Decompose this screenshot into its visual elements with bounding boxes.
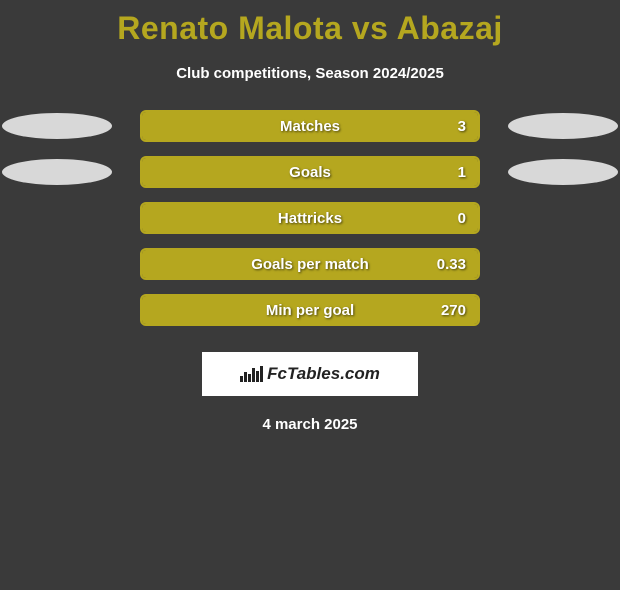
stat-bar-fill (142, 250, 478, 278)
stats-rows: Matches3 Goals1 Hattricks0 Goals per match0… (0, 110, 620, 326)
logo-box: FcTables.com (202, 352, 418, 396)
page-title: Renato Malota vs Abazaj (0, 10, 620, 47)
player-right-ellipse (508, 113, 618, 139)
stat-row: Min per goal270 (0, 294, 620, 326)
stat-row: Goals per match0.33 (0, 248, 620, 280)
player-right-ellipse (508, 159, 618, 185)
subtitle: Club competitions, Season 2024/2025 (0, 65, 620, 82)
player-left-ellipse (2, 113, 112, 139)
stat-bar-track (140, 248, 480, 280)
stat-bar-fill (142, 296, 478, 324)
stat-bar-fill (142, 112, 478, 140)
stat-bar-fill (142, 204, 478, 232)
stat-bar-track (140, 156, 480, 188)
chart-icon (240, 366, 263, 382)
player-left-ellipse (2, 159, 112, 185)
stat-bar-track (140, 202, 480, 234)
footer-date: 4 march 2025 (0, 416, 620, 433)
stat-row: Goals1 (0, 156, 620, 188)
stat-bar-track (140, 294, 480, 326)
stat-bar-fill (142, 158, 478, 186)
logo-text: FcTables.com (267, 364, 380, 384)
stat-row: Hattricks0 (0, 202, 620, 234)
stat-bar-track (140, 110, 480, 142)
stat-row: Matches3 (0, 110, 620, 142)
